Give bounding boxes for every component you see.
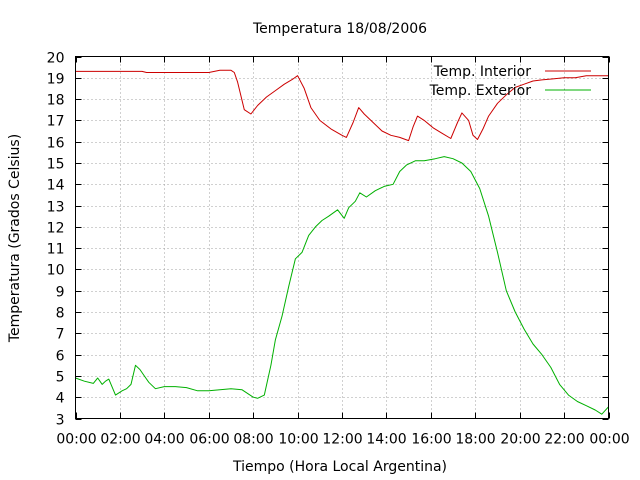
y-tick-label: 7 <box>56 327 65 343</box>
x-tick-label: 20:00 <box>500 432 540 448</box>
series-line-temp-exterior <box>75 156 609 415</box>
x-tick-label: 00:00 <box>56 432 96 448</box>
y-tick-label: 19 <box>47 72 65 88</box>
x-tick-label: 02:00 <box>100 432 140 448</box>
y-tick-label: 11 <box>47 242 65 258</box>
x-tick-labels: 00:00 02:00 04:00 06:00 08:00 10:00 12:00 14:00… <box>56 432 629 448</box>
chart-title: Temperatura 18/08/2006 <box>252 21 427 37</box>
grid-lines <box>75 56 609 419</box>
y-tick-label: 15 <box>47 157 65 173</box>
y-tick-label: 8 <box>56 306 65 322</box>
legend-label: Temp. Exterior <box>429 83 532 99</box>
legend-label: Temp. Interior <box>433 64 532 80</box>
x-axis-label: Tiempo (Hora Local Argentina) <box>232 459 447 475</box>
plot-frame <box>75 56 609 419</box>
x-tick-label: 14:00 <box>366 432 406 448</box>
x-tick-label: 16:00 <box>411 432 451 448</box>
y-tick-label: 6 <box>56 349 65 365</box>
series-line-temp-interior <box>75 69 609 142</box>
y-tick-label: 14 <box>47 178 65 194</box>
y-tick-label: 9 <box>56 285 65 301</box>
y-tick-label: 10 <box>47 263 65 279</box>
legend: Temp. Interior Temp. Exterior <box>429 64 591 99</box>
series-lines <box>75 69 609 415</box>
x-tick-label: 06:00 <box>189 432 229 448</box>
x-tick-label: 10:00 <box>278 432 318 448</box>
x-tick-label: 12:00 <box>322 432 362 448</box>
x-tick-label: 22:00 <box>544 432 584 448</box>
x-tick-label: 00:00 <box>589 432 629 448</box>
y-tick-label: 13 <box>47 200 65 216</box>
y-tick-label: 4 <box>56 391 65 407</box>
x-tick-label: 18:00 <box>455 432 495 448</box>
y-tick-label: 20 <box>47 51 65 67</box>
y-axis-label: Temperatura (Grados Celsius) <box>7 134 23 343</box>
y-tick-label: 18 <box>47 93 65 109</box>
y-tick-label: 12 <box>47 221 65 237</box>
x-tick-label: 08:00 <box>233 432 273 448</box>
y-tick-label: 17 <box>47 114 65 130</box>
y-tick-label: 3 <box>56 413 65 429</box>
y-tick-labels: 3 4 5 6 7 8 9 10 11 12 13 14 15 16 17 18 19 20 <box>47 51 65 429</box>
axis-ticks <box>75 56 610 420</box>
x-tick-label: 04:00 <box>144 432 184 448</box>
y-tick-label: 5 <box>56 370 65 386</box>
y-tick-label: 16 <box>47 136 65 152</box>
